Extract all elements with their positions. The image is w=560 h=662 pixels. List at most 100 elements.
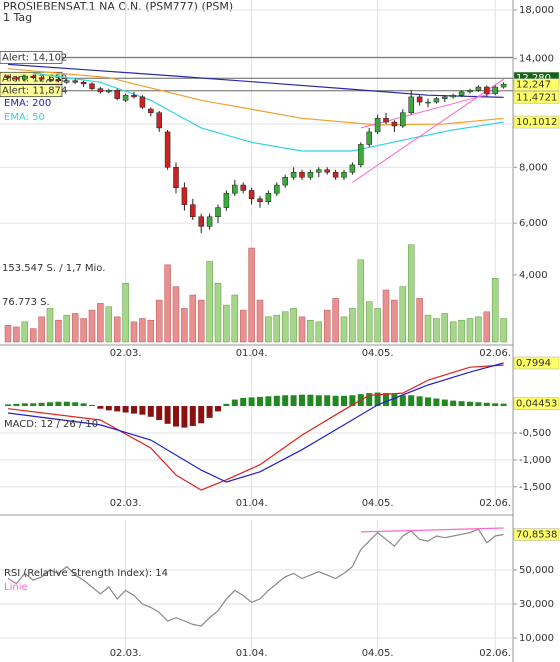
- candle-body: [22, 75, 28, 80]
- value-label-box: [513, 115, 560, 129]
- histogram-bar: [21, 403, 28, 407]
- histogram-bar: [383, 393, 389, 407]
- volume-bar: [265, 316, 272, 343]
- volume-bar: [197, 299, 205, 343]
- volume-bar: [189, 294, 197, 343]
- volume-bar: [164, 264, 171, 343]
- histogram-bar: [156, 406, 163, 421]
- volume-bar: [365, 301, 373, 343]
- candle-body: [89, 83, 95, 89]
- histogram-bar: [441, 399, 448, 407]
- histogram-bar: [72, 402, 79, 407]
- histogram-bar: [467, 401, 473, 407]
- candle-body: [198, 216, 204, 227]
- annotation: 153.547 S. / 1,7 Mio.: [2, 263, 105, 274]
- candle-body: [173, 167, 179, 188]
- histogram-bar: [13, 403, 20, 407]
- chart-title: PROSIEBENSAT.1 NA O.N. (PSM777) (PSM): [3, 0, 233, 13]
- volume-bar: [399, 286, 407, 343]
- candle-body: [349, 164, 356, 173]
- histogram-bar: [114, 406, 121, 412]
- histogram-bar: [122, 406, 129, 413]
- histogram-bar: [80, 403, 87, 407]
- volume-bar: [38, 316, 45, 343]
- volume-bar: [433, 318, 440, 343]
- value-label: 0,04453: [516, 399, 557, 410]
- histogram-bar: [450, 400, 457, 407]
- histogram-bar: [391, 394, 398, 407]
- candle-body: [391, 121, 398, 127]
- volume-bar: [483, 311, 491, 343]
- value-label: 0,7994: [516, 358, 551, 369]
- candle-body: [106, 90, 112, 93]
- candle-body: [114, 90, 120, 99]
- histogram-bar: [265, 396, 272, 407]
- histogram-bar: [257, 396, 263, 407]
- histogram-bar: [315, 395, 322, 407]
- value-label-box: [513, 528, 560, 541]
- candle-body: [383, 118, 389, 123]
- legend-label: EMA: 200: [4, 98, 51, 109]
- histogram-bar: [282, 395, 289, 407]
- candle-body: [30, 75, 36, 78]
- histogram-bar: [231, 399, 238, 407]
- volume-bar: [298, 316, 306, 343]
- candle-body: [500, 83, 507, 88]
- candle-body: [358, 144, 364, 166]
- histogram-bar: [341, 395, 347, 407]
- candle-body: [416, 96, 423, 103]
- histogram-bar: [131, 406, 137, 414]
- volume-bar: [181, 308, 188, 343]
- volume-bar: [491, 277, 499, 343]
- candle-body: [307, 171, 314, 178]
- candle-body: [64, 80, 70, 83]
- y-tick-label: 6,000: [519, 218, 548, 229]
- candle-body: [223, 192, 230, 208]
- candle-body: [265, 192, 272, 202]
- alert-label: Alert: 12,659: [2, 73, 67, 84]
- histogram-bar: [399, 395, 406, 407]
- alert-box: [0, 84, 63, 98]
- candle-body: [131, 94, 137, 98]
- histogram-bar: [38, 402, 45, 407]
- series-line: [7, 364, 504, 491]
- y-tick-label: -1,000: [519, 455, 551, 466]
- candle-body: [190, 204, 196, 218]
- volume-bar: [13, 326, 20, 343]
- histogram-bar: [299, 394, 305, 407]
- candle-body: [232, 184, 238, 194]
- y-tick-label: 30,000: [519, 599, 554, 610]
- candle-body: [215, 207, 221, 218]
- volume-bar: [46, 308, 54, 343]
- histogram-bar: [5, 404, 11, 407]
- volume-bar: [63, 314, 71, 343]
- volume-bar: [4, 324, 12, 343]
- candle-body: [72, 80, 78, 83]
- series-line: [7, 63, 504, 98]
- y-tick-label: 50,000: [519, 565, 554, 576]
- histogram-bar: [349, 395, 356, 407]
- candle-body: [5, 75, 11, 78]
- volume-bar: [273, 314, 281, 343]
- x-tick-label: 01.04.: [236, 648, 268, 659]
- volume-bar: [248, 247, 255, 343]
- volume-bar: [349, 308, 356, 343]
- histogram-bar: [55, 401, 62, 407]
- legend-label: EMA: 50: [4, 112, 45, 123]
- histogram-bar: [181, 406, 188, 428]
- candle-body: [274, 184, 280, 194]
- volume-bar: [139, 318, 146, 343]
- histogram-bar: [147, 406, 154, 417]
- histogram-bar: [206, 406, 213, 418]
- value-label: 12,247: [516, 80, 551, 91]
- x-tick-label: 02.03.: [110, 498, 142, 509]
- volume-bar: [315, 321, 323, 343]
- x-tick-label: 02.06.: [479, 648, 511, 659]
- candle-body: [122, 94, 129, 101]
- volume-bar: [88, 309, 96, 343]
- volume-bar: [416, 298, 423, 343]
- value-label-box: [513, 397, 560, 410]
- series-line: [7, 528, 504, 627]
- candle-body: [433, 98, 440, 103]
- volume-bar: [407, 244, 415, 343]
